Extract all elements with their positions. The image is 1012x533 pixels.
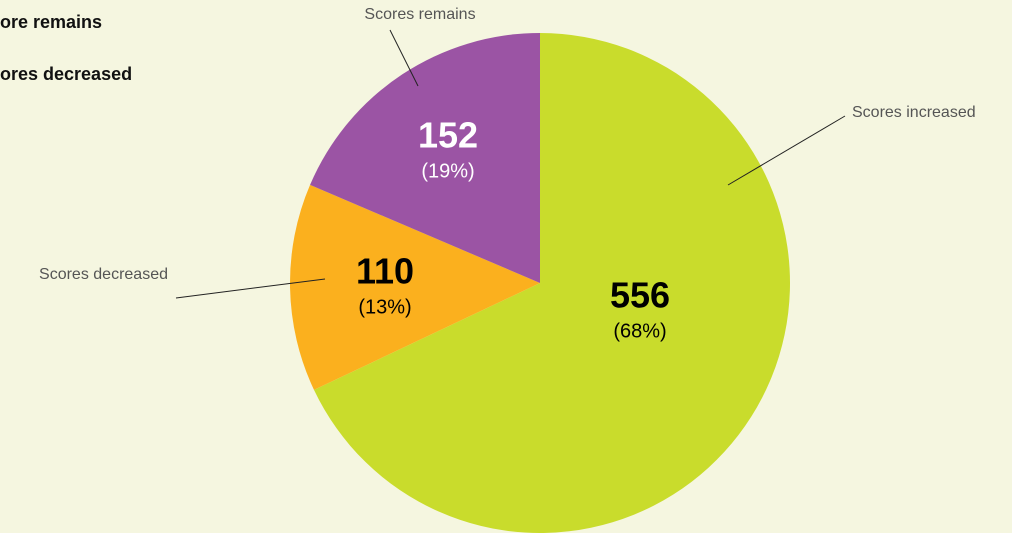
pie-slice (289, 184, 540, 390)
value-label: 152 (418, 115, 478, 156)
percent-label: (13%) (358, 296, 411, 318)
value-label: 110 (356, 251, 414, 292)
legend-fragment: ores decreased (0, 64, 132, 84)
legend-fragment: ore remains (0, 12, 102, 32)
percent-label: (68%) (613, 320, 666, 342)
percent-label: (19%) (421, 160, 474, 182)
pie-slice (310, 33, 540, 283)
value-label: 556 (610, 275, 670, 316)
leader-line (175, 278, 326, 299)
slice-name: Scores decreased (39, 266, 168, 283)
pie-slice (313, 33, 790, 533)
leader-line (389, 29, 419, 87)
slice-name: Scores remains (364, 6, 475, 23)
slice-name: Scores increased (852, 104, 976, 121)
leader-line (727, 115, 846, 186)
